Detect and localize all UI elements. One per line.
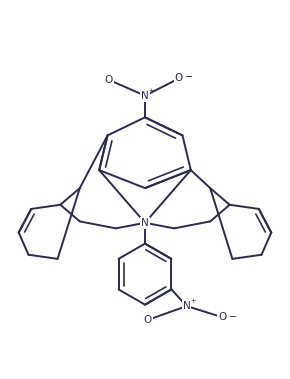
Text: +: + — [148, 88, 154, 94]
Text: +: + — [190, 298, 195, 304]
Text: O: O — [105, 75, 113, 85]
Text: N: N — [141, 218, 149, 228]
Text: −: − — [229, 312, 237, 322]
Text: O: O — [218, 312, 226, 322]
Text: O: O — [144, 315, 152, 325]
Text: N: N — [141, 91, 149, 101]
Text: N: N — [183, 301, 191, 311]
Text: O: O — [175, 74, 183, 83]
Text: −: − — [185, 72, 193, 82]
